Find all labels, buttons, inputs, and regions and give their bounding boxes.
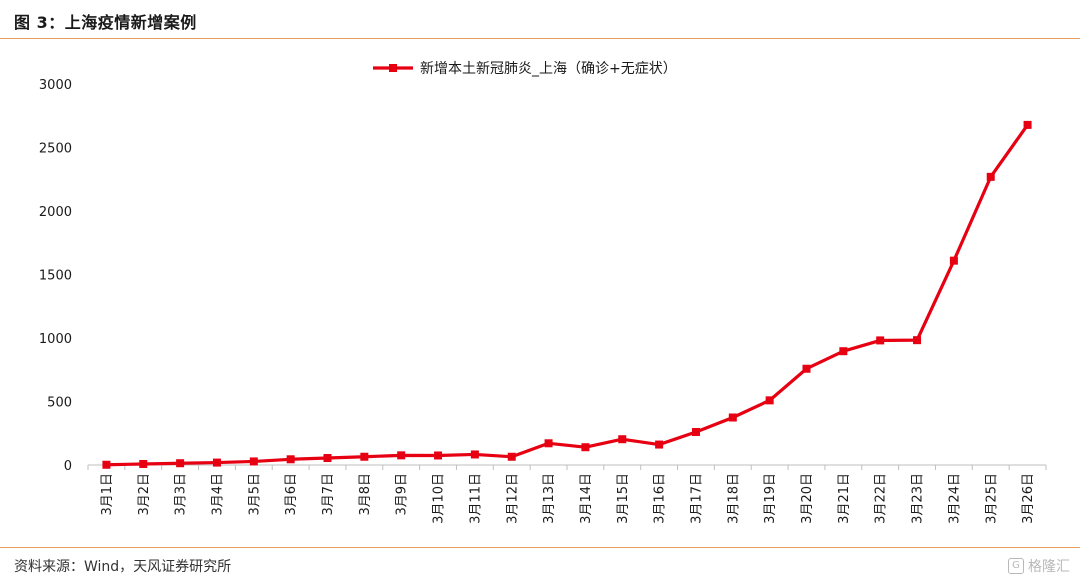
x-tick-label: 3月19日	[763, 473, 778, 524]
x-tick-label: 3月1日	[100, 473, 115, 516]
x-tick-label: 3月24日	[947, 473, 962, 524]
x-tick-label: 3月14日	[579, 473, 594, 524]
x-tick-label: 3月5日	[247, 473, 262, 516]
x-tick-label: 3月8日	[358, 473, 373, 516]
x-tick-label: 3月21日	[837, 473, 852, 524]
x-tick-label: 3月26日	[1021, 473, 1036, 524]
x-tick-label: 3月22日	[874, 473, 889, 524]
x-tick-label: 3月7日	[321, 473, 336, 516]
x-tick-label: 3月17日	[690, 473, 705, 524]
x-tick-label: 3月15日	[616, 473, 631, 524]
data-point	[176, 459, 185, 468]
data-point	[581, 443, 590, 452]
source-note: 资料来源：Wind，天风证券研究所	[14, 559, 232, 575]
bottom-rule	[0, 547, 1080, 548]
data-point	[286, 455, 295, 464]
watermark-logo-icon: G	[1008, 558, 1024, 574]
data-point	[102, 460, 111, 469]
y-tick-label: 1500	[39, 269, 72, 284]
y-tick-label: 3000	[39, 78, 72, 93]
y-tick-label: 2000	[39, 205, 72, 220]
data-point	[986, 172, 995, 181]
data-point	[1023, 120, 1032, 129]
data-point	[139, 459, 148, 468]
data-point	[470, 450, 479, 459]
data-point	[655, 440, 664, 449]
data-point	[913, 336, 922, 345]
data-point	[876, 336, 885, 345]
x-tick-label: 3月13日	[542, 473, 557, 524]
data-point	[765, 396, 774, 405]
top-rule	[0, 38, 1080, 39]
legend-marker	[389, 64, 397, 72]
y-tick-label: 1000	[39, 332, 72, 347]
watermark-text: 格隆汇	[1028, 559, 1070, 575]
data-point	[691, 427, 700, 436]
x-tick-label: 3月16日	[653, 473, 668, 524]
x-tick-label: 3月18日	[726, 473, 741, 524]
x-tick-label: 3月3日	[174, 473, 189, 516]
data-point	[839, 347, 848, 356]
x-tick-label: 3月20日	[800, 473, 815, 524]
series-line	[106, 123, 1029, 467]
data-point	[802, 364, 811, 373]
data-point	[323, 454, 332, 463]
data-point	[360, 452, 369, 461]
data-point	[544, 439, 553, 448]
data-point	[212, 458, 221, 467]
x-tick-label: 3月11日	[468, 473, 483, 524]
x-tick-label: 3月23日	[911, 473, 926, 524]
y-tick-label: 500	[47, 396, 72, 411]
x-tick-label: 3月4日	[211, 473, 226, 516]
legend-label: 新增本土新冠肺炎_上海（确诊+无症状）	[420, 61, 677, 77]
x-tick-label: 3月9日	[395, 473, 410, 516]
data-point	[728, 413, 737, 422]
x-tick-label: 3月2日	[137, 473, 152, 516]
y-tick-label: 2500	[39, 142, 72, 157]
data-point	[434, 451, 443, 460]
data-point	[618, 435, 627, 444]
data-point	[397, 451, 406, 460]
data-point	[507, 452, 516, 461]
watermark: G 格隆汇	[1008, 556, 1070, 576]
x-tick-label: 3月10日	[432, 473, 447, 524]
x-tick-label: 3月6日	[284, 473, 299, 516]
data-point	[249, 457, 258, 466]
data-point	[949, 256, 958, 265]
x-tick-label: 3月12日	[505, 473, 520, 524]
line-chart: 0 500 1000 1500 2000 2500 3000 3月1日 3月2日 3月3日 3月4日…	[39, 61, 1047, 524]
figure-title: 图 3：上海疫情新增案例	[14, 13, 197, 32]
x-tick-label: 3月25日	[984, 473, 999, 524]
y-tick-label: 0	[64, 459, 72, 474]
